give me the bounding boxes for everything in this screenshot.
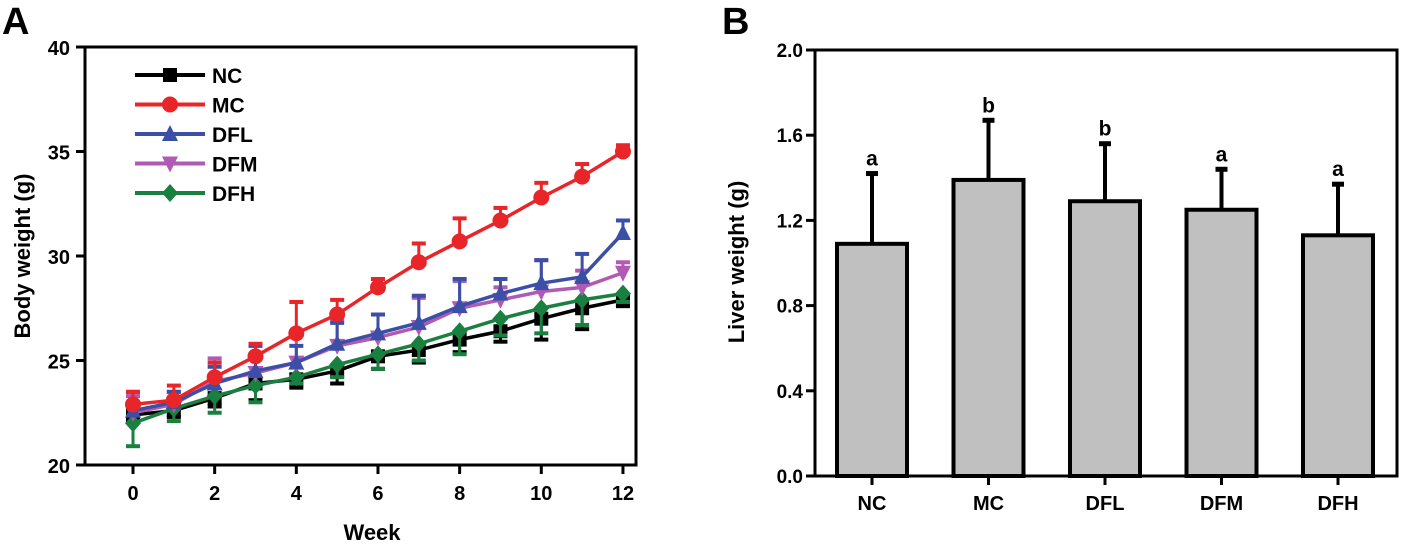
point-MC — [165, 392, 182, 409]
point-DFH — [492, 309, 509, 328]
point-DFH — [614, 284, 631, 303]
point-MC — [410, 254, 427, 271]
legend-marker-NC — [163, 68, 177, 82]
b-xtick-label: DFM — [1200, 493, 1243, 515]
b-annotation: a — [1332, 158, 1344, 181]
point-DFH — [574, 290, 591, 309]
point-MC — [451, 233, 468, 250]
bar-DFH — [1301, 233, 1375, 478]
legend-label-DFL: DFL — [212, 124, 253, 147]
a-ytick-label: 40 — [48, 38, 70, 60]
panel-b-label: B — [722, 1, 749, 43]
point-MC — [206, 369, 223, 386]
point-DFH — [288, 368, 305, 387]
bar-NC — [835, 241, 909, 478]
b-xtick-label: DFL — [1086, 493, 1125, 515]
point-DFH — [247, 376, 264, 395]
point-DFH — [206, 387, 223, 406]
b-annotation: a — [1216, 143, 1228, 166]
a-xtick-label: 4 — [291, 483, 303, 505]
point-DFL — [451, 297, 468, 314]
point-DFL — [288, 353, 305, 370]
legend-marker-DFM — [162, 156, 178, 173]
b-annotation: b — [1099, 118, 1112, 141]
b-ytick-label: 1.2 — [777, 211, 803, 232]
bar-MC — [951, 177, 1026, 478]
a-xtick-label: 8 — [454, 483, 465, 505]
point-DFH — [125, 414, 141, 433]
b-annotation: b — [982, 94, 995, 117]
a-ylabel: Body weight (g) — [10, 174, 35, 339]
a-xtick-label: 0 — [127, 483, 138, 505]
b-xtick-label: NC — [858, 493, 887, 515]
b-ytick-label: 0.4 — [777, 382, 804, 403]
point-DFL — [614, 224, 631, 241]
a-xlabel: Week — [343, 520, 401, 544]
legend-marker-MC — [162, 96, 178, 113]
point-DFL — [247, 361, 264, 378]
point-DFH — [369, 345, 386, 364]
point-MC — [614, 143, 631, 160]
point-MC — [329, 306, 346, 323]
a-xtick-label: 6 — [372, 483, 383, 505]
series-MC — [125, 143, 631, 413]
a-xtick-label: 2 — [209, 483, 220, 505]
b-annotation: a — [866, 148, 878, 171]
point-DFH — [451, 322, 468, 341]
a-ytick-label: 25 — [48, 352, 70, 374]
a-xtick-label: 10 — [530, 483, 552, 505]
b-xtick-label: DFH — [1317, 493, 1358, 515]
point-DFH — [329, 355, 346, 374]
legend-label-DFH: DFH — [212, 183, 255, 206]
point-DFH — [410, 334, 427, 353]
a-ytick-label: 30 — [48, 247, 70, 269]
point-MC — [533, 189, 550, 206]
point-DFL — [533, 274, 550, 291]
point-MC — [288, 325, 305, 342]
legend-label-DFM: DFM — [212, 154, 258, 177]
point-DFL — [329, 334, 346, 351]
a-ytick-label: 35 — [48, 143, 70, 165]
point-MC — [492, 212, 509, 229]
panel-a-label: A — [2, 1, 29, 43]
point-DFL — [492, 284, 509, 301]
point-MC — [574, 168, 591, 185]
series-DFH — [125, 284, 631, 449]
point-DFM — [574, 280, 591, 297]
point-DFL — [410, 313, 427, 330]
point-DFH — [533, 299, 550, 318]
legend-marker-DFH — [162, 184, 178, 202]
point-DFL — [369, 324, 386, 341]
bar-DFL — [1068, 199, 1142, 478]
b-ytick-label: 1.6 — [777, 126, 803, 147]
a-ytick-label: 20 — [48, 456, 70, 478]
point-MC — [125, 396, 141, 413]
b-ylabel: Liver weight (g) — [724, 181, 749, 344]
bar-DFM — [1184, 207, 1259, 478]
point-MC — [369, 279, 386, 296]
b-plot-frame — [813, 48, 1399, 478]
b-ytick-label: 0.0 — [777, 467, 803, 488]
point-DFL — [574, 267, 591, 284]
legend-label-NC: NC — [212, 65, 242, 88]
a-xtick-label: 12 — [612, 483, 634, 505]
series-DFL — [125, 218, 631, 418]
point-DFM — [614, 265, 631, 282]
legend-marker-DFL — [162, 125, 178, 141]
b-ytick-label: 2.0 — [777, 41, 803, 62]
b-xtick-label: MC — [973, 493, 1004, 515]
point-MC — [247, 348, 264, 365]
b-ytick-label: 0.8 — [777, 297, 803, 318]
legend-label-MC: MC — [212, 95, 245, 118]
